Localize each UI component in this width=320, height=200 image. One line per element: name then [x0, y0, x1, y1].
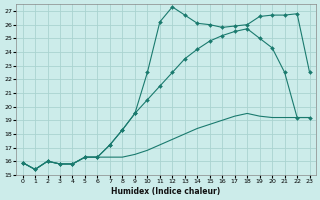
X-axis label: Humidex (Indice chaleur): Humidex (Indice chaleur) — [111, 187, 221, 196]
